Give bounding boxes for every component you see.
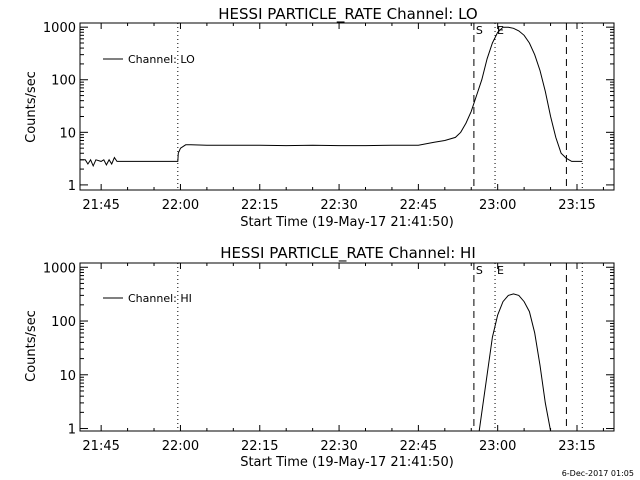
panel-hi-x-tick-label: 22:15 <box>241 439 278 454</box>
panel-lo-marker-label: E <box>497 24 504 37</box>
panel-hi-y-tick-label: 1 <box>68 423 76 438</box>
panel-hi-x-tick-label: 23:00 <box>479 439 516 454</box>
panel-lo-x-tick-label: 21:45 <box>82 198 119 213</box>
panel-lo-x-axis-label: Start Time (19-May-17 21:41:50) <box>240 215 454 230</box>
panel-hi-plot-frame <box>79 262 615 432</box>
panel-lo-y-tick-label: 1000 <box>43 21 76 36</box>
panel-lo-series-line <box>80 26 583 168</box>
panel-lo-x-tick-label: 23:15 <box>558 198 595 213</box>
panel-lo-axis-ticks: 21:45 22:00 22:15 22:30 22:45 23:00 23:15 1 10 10… <box>43 21 614 213</box>
panel-lo-plot-frame <box>79 22 615 191</box>
panel-lo: HESSI PARTICLE_RATE Channel: LO Counts/s… <box>24 5 615 230</box>
panel-lo-legend: Channel: LO <box>103 53 195 66</box>
panel-hi-x-tick-label: 22:45 <box>400 439 437 454</box>
panel-lo-marker-label: S <box>476 24 483 37</box>
panel-hi-x-tick-label: 21:45 <box>82 439 119 454</box>
panel-hi-axis-ticks: 21:45 22:00 22:15 22:30 22:45 23:00 23:15 1 10 10… <box>43 261 614 454</box>
panel-lo-x-tick-label: 22:15 <box>241 198 278 213</box>
panel-hi-title: HESSI PARTICLE_RATE Channel: HI <box>220 244 476 263</box>
panel-hi-y-tick-label: 100 <box>51 315 76 330</box>
panel-hi-y-tick-label: 10 <box>59 369 76 384</box>
panel-hi-series-line <box>478 293 552 432</box>
panel-lo-y-tick-label: 100 <box>51 74 76 89</box>
panel-hi-legend: Channel: HI <box>103 292 192 305</box>
panel-lo-y-tick-label: 10 <box>59 126 76 141</box>
panel-hi-x-tick-label: 22:00 <box>162 439 199 454</box>
panel-hi: HESSI PARTICLE_RATE Channel: HI Counts/s… <box>24 244 615 470</box>
panel-lo-legend-label: Channel: LO <box>128 53 195 66</box>
panel-lo-x-tick-label: 22:45 <box>400 198 437 213</box>
panel-hi-x-tick-label: 23:15 <box>558 439 595 454</box>
panel-hi-y-axis-label: Counts/sec <box>24 310 39 382</box>
panel-lo-x-tick-label: 22:30 <box>320 198 357 213</box>
generated-timestamp: 6-Dec-2017 01:05 <box>562 469 634 478</box>
panel-lo-y-axis-label: Counts/sec <box>24 71 39 143</box>
panel-lo-x-tick-label: 23:00 <box>479 198 516 213</box>
panel-hi-marker-label: E <box>497 264 504 277</box>
panel-hi-marker-label: S <box>476 264 483 277</box>
panel-hi-x-tick-label: 22:30 <box>320 439 357 454</box>
panel-hi-x-axis-label: Start Time (19-May-17 21:41:50) <box>240 455 454 470</box>
panel-lo-y-tick-label: 1 <box>68 179 76 194</box>
panel-lo-title: HESSI PARTICLE_RATE Channel: LO <box>218 5 477 24</box>
panel-hi-y-tick-label: 1000 <box>43 261 76 276</box>
panel-hi-legend-label: Channel: HI <box>128 292 192 305</box>
panel-lo-x-tick-label: 22:00 <box>162 198 199 213</box>
